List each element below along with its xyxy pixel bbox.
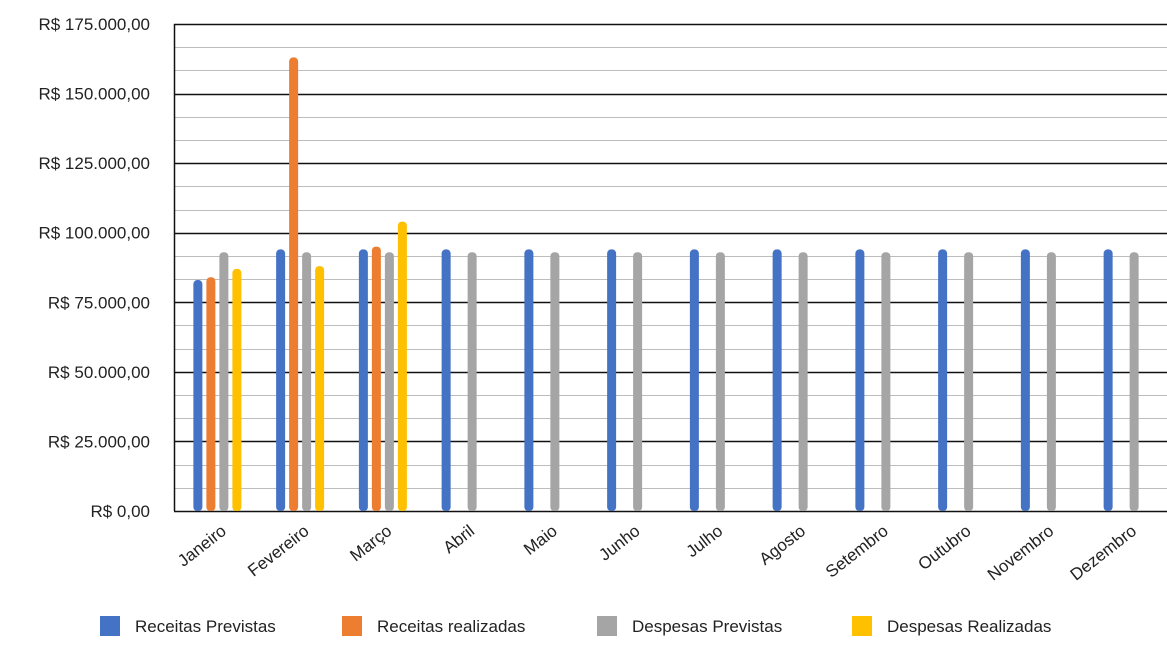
legend-item: Despesas Realizadas xyxy=(852,616,1051,636)
x-tick-label: Outubro xyxy=(914,521,974,574)
bar xyxy=(524,249,534,511)
x-tick-label: Agosto xyxy=(756,521,809,569)
bar xyxy=(302,252,312,512)
legend: Receitas Previstas Receitas realizadas Des… xyxy=(100,616,1051,636)
y-tick-label: R$ 25.000,00 xyxy=(48,432,150,451)
bar xyxy=(315,266,325,511)
bar xyxy=(964,252,974,512)
legend-swatch xyxy=(100,616,120,636)
bar xyxy=(715,252,725,512)
legend-swatch xyxy=(852,616,872,636)
bar xyxy=(607,249,617,511)
y-tick-label: R$ 125.000,00 xyxy=(38,154,150,173)
bar xyxy=(384,252,394,512)
y-tick-label: R$ 75.000,00 xyxy=(48,293,150,312)
x-tick-label: Junho xyxy=(595,521,643,564)
legend-label: Despesas Realizadas xyxy=(887,617,1051,636)
legend-label: Receitas Previstas xyxy=(135,617,276,636)
bar xyxy=(772,249,782,511)
bar xyxy=(371,246,381,511)
legend-swatch xyxy=(597,616,617,636)
bar xyxy=(441,249,451,511)
bar xyxy=(397,221,407,511)
x-axis-labels: Janeiro Fevereiro Março Abril Maio Junho Julho… xyxy=(174,521,1140,584)
x-tick-label: Julho xyxy=(683,521,727,561)
bar xyxy=(855,249,865,511)
y-tick-label: R$ 175.000,00 xyxy=(38,15,150,34)
legend-item: Despesas Previstas xyxy=(597,616,782,636)
legend-item: Receitas realizadas xyxy=(342,616,525,636)
bar xyxy=(358,249,368,511)
y-tick-label: R$ 50.000,00 xyxy=(48,363,150,382)
bar xyxy=(633,252,643,512)
bar xyxy=(1129,252,1139,512)
x-tick-label: Setembro xyxy=(822,521,892,581)
x-tick-label: Novembro xyxy=(984,521,1057,584)
legend-label: Receitas realizadas xyxy=(377,617,525,636)
x-tick-label: Março xyxy=(346,521,395,565)
bar xyxy=(289,57,299,511)
x-tick-label: Maio xyxy=(520,521,561,559)
legend-label: Despesas Previstas xyxy=(632,617,782,636)
x-tick-label: Abril xyxy=(440,521,479,557)
bar xyxy=(206,277,216,511)
bar xyxy=(550,252,560,512)
y-tick-label: R$ 0,00 xyxy=(90,502,150,521)
y-axis-ticks: R$ 0,00 R$ 25.000,00 R$ 50.000,00 R$ 75.000… xyxy=(38,15,150,521)
bar xyxy=(1046,252,1056,512)
legend-item: Receitas Previstas xyxy=(100,616,276,636)
gridlines xyxy=(173,23,1167,513)
bar xyxy=(881,252,891,512)
y-tick-label: R$ 150.000,00 xyxy=(38,85,150,104)
bar xyxy=(193,280,203,511)
bar xyxy=(938,249,948,511)
bar xyxy=(798,252,808,512)
legend-swatch xyxy=(342,616,362,636)
y-tick-label: R$ 100.000,00 xyxy=(38,224,150,243)
bar xyxy=(1103,249,1113,511)
x-tick-label: Fevereiro xyxy=(244,521,312,580)
bar xyxy=(232,268,242,511)
x-tick-label: Dezembro xyxy=(1067,521,1140,584)
bar xyxy=(219,252,229,512)
bar xyxy=(1020,249,1030,511)
bar xyxy=(689,249,699,511)
bar xyxy=(467,252,477,512)
bar xyxy=(276,249,286,511)
bars xyxy=(193,57,1139,512)
x-tick-label: Janeiro xyxy=(174,521,230,570)
